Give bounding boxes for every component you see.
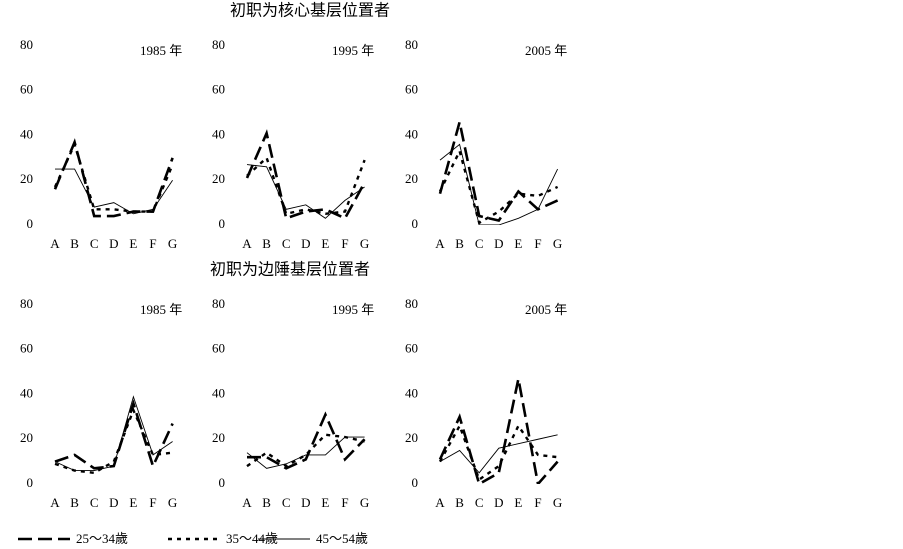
- panel-title: 1995 年: [332, 302, 374, 317]
- series-line: [246, 155, 366, 216]
- x-tick-label: E: [129, 495, 137, 510]
- x-tick-label: B: [70, 495, 79, 510]
- x-tick-label: A: [435, 495, 445, 510]
- y-tick-label: 60: [405, 82, 418, 97]
- x-tick-label: C: [282, 495, 291, 510]
- series-line: [438, 422, 558, 482]
- y-tick-label: 80: [212, 296, 225, 311]
- series-line: [439, 143, 559, 225]
- x-tick-label: A: [50, 495, 60, 510]
- panel-title: 1985 年: [140, 302, 182, 317]
- x-tick-label: B: [262, 495, 271, 510]
- y-tick-label: 80: [20, 296, 33, 311]
- y-tick-label: 0: [27, 475, 34, 490]
- x-tick-label: G: [168, 495, 177, 510]
- y-tick-label: 0: [412, 475, 419, 490]
- x-tick-label: D: [494, 236, 503, 251]
- y-tick-label: 20: [20, 430, 33, 445]
- x-tick-label: F: [534, 236, 541, 251]
- y-tick-label: 60: [405, 341, 418, 356]
- series-line: [246, 436, 365, 469]
- panel-title: 2005 年: [525, 302, 567, 317]
- x-tick-label: B: [455, 236, 464, 251]
- legend-label: 35～44歲: [226, 531, 278, 546]
- x-tick-label: F: [534, 495, 541, 510]
- x-tick-label: F: [341, 495, 348, 510]
- x-tick-label: D: [301, 495, 310, 510]
- x-tick-label: G: [360, 236, 369, 251]
- series-line: [438, 378, 559, 484]
- section-title: 初职为边陲基层位置者: [210, 261, 370, 279]
- y-tick-label: 40: [20, 385, 33, 400]
- y-tick-label: 40: [212, 385, 225, 400]
- y-tick-label: 60: [212, 341, 225, 356]
- x-tick-label: E: [514, 236, 522, 251]
- y-tick-label: 60: [212, 82, 225, 97]
- x-tick-label: B: [262, 236, 271, 251]
- y-tick-label: 20: [212, 430, 225, 445]
- y-tick-label: 60: [20, 82, 33, 97]
- x-tick-label: D: [301, 236, 310, 251]
- x-tick-label: E: [321, 236, 329, 251]
- x-tick-label: D: [109, 236, 118, 251]
- x-tick-label: E: [321, 495, 329, 510]
- x-tick-label: F: [341, 236, 348, 251]
- series-line: [438, 147, 559, 225]
- panel-title: 1985 年: [140, 43, 182, 58]
- legend-label: 25～34歲: [76, 531, 128, 546]
- x-tick-label: G: [553, 236, 562, 251]
- y-tick-label: 0: [27, 216, 34, 231]
- y-tick-label: 0: [412, 216, 419, 231]
- x-tick-label: B: [455, 495, 464, 510]
- x-tick-label: D: [109, 495, 118, 510]
- x-tick-label: E: [514, 495, 522, 510]
- series-line: [246, 433, 365, 468]
- x-tick-label: E: [129, 236, 137, 251]
- y-tick-label: 40: [405, 126, 418, 141]
- series-line: [53, 141, 174, 213]
- x-tick-label: C: [90, 236, 99, 251]
- y-tick-label: 80: [405, 296, 418, 311]
- panel-title: 1995 年: [332, 43, 374, 58]
- x-tick-label: B: [70, 236, 79, 251]
- panel-title: 2005 年: [525, 43, 567, 58]
- y-tick-label: 20: [405, 430, 418, 445]
- y-tick-label: 0: [219, 475, 226, 490]
- y-tick-label: 80: [212, 37, 225, 52]
- y-tick-label: 20: [405, 171, 418, 186]
- y-tick-label: 80: [405, 37, 418, 52]
- y-tick-label: 20: [20, 171, 33, 186]
- x-tick-label: C: [475, 236, 484, 251]
- y-tick-label: 20: [212, 171, 225, 186]
- x-tick-label: C: [475, 495, 484, 510]
- series-line: [247, 411, 366, 470]
- y-tick-label: 0: [219, 216, 226, 231]
- series-line: [246, 164, 365, 219]
- y-tick-label: 40: [212, 126, 225, 141]
- x-tick-label: G: [553, 495, 562, 510]
- series-line: [55, 168, 173, 215]
- x-tick-label: D: [494, 495, 503, 510]
- x-tick-label: G: [168, 236, 177, 251]
- x-tick-label: C: [90, 495, 99, 510]
- legend-label: 45～54歲: [316, 531, 368, 546]
- x-tick-label: A: [435, 236, 445, 251]
- x-tick-label: A: [50, 236, 60, 251]
- y-tick-label: 80: [20, 37, 33, 52]
- series-line: [245, 129, 366, 220]
- x-tick-label: A: [242, 236, 252, 251]
- x-tick-label: C: [282, 236, 291, 251]
- x-tick-label: G: [360, 495, 369, 510]
- series-line: [54, 395, 173, 472]
- x-tick-label: A: [242, 495, 252, 510]
- x-tick-label: F: [149, 495, 156, 510]
- series-line: [439, 434, 558, 474]
- section-title: 初职为核心基层位置者: [230, 2, 390, 20]
- x-tick-label: F: [149, 236, 156, 251]
- y-tick-label: 60: [20, 341, 33, 356]
- y-tick-label: 40: [20, 126, 33, 141]
- y-tick-label: 40: [405, 385, 418, 400]
